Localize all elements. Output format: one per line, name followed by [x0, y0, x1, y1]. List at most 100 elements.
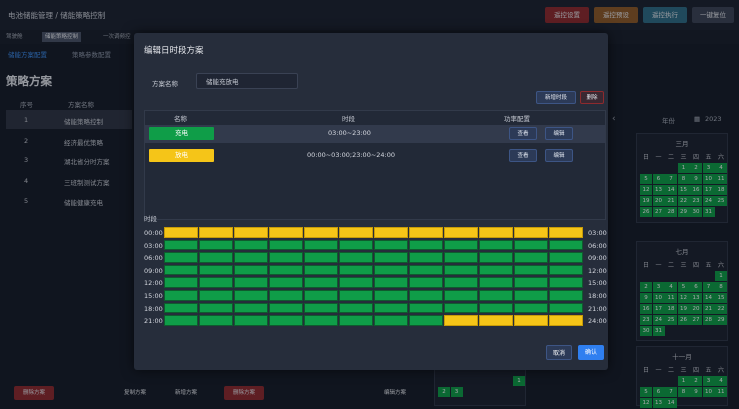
- calendar-day[interactable]: 1: [715, 271, 727, 281]
- grid-cell[interactable]: [339, 239, 373, 251]
- grid-cell[interactable]: [164, 239, 198, 251]
- grid-cell[interactable]: [514, 302, 548, 314]
- calendar-day[interactable]: 11: [715, 387, 727, 397]
- calendar-day[interactable]: 30: [690, 207, 702, 217]
- grid-cell[interactable]: [479, 227, 513, 238]
- grid-cell[interactable]: [514, 315, 548, 326]
- calendar-day[interactable]: 31: [702, 207, 715, 217]
- calendar-day[interactable]: 3: [702, 376, 715, 386]
- calendar-day[interactable]: 24: [652, 315, 665, 325]
- grid-cell[interactable]: [409, 252, 443, 263]
- calendar-day[interactable]: 7: [665, 387, 677, 397]
- calendar-day[interactable]: 24: [702, 196, 715, 206]
- grid-cell[interactable]: [479, 302, 513, 314]
- calendar-day[interactable]: 2: [690, 376, 702, 386]
- grid-cell[interactable]: [234, 302, 268, 314]
- calendar-day[interactable]: 20: [690, 304, 702, 314]
- calendar-day[interactable]: 3: [450, 387, 463, 397]
- calendar-day[interactable]: 9: [640, 293, 652, 303]
- grid-cell[interactable]: [339, 315, 373, 326]
- calendar-day[interactable]: 28: [702, 315, 715, 325]
- calendar-day[interactable]: 10: [702, 387, 715, 397]
- calendar-day[interactable]: 1: [513, 376, 525, 386]
- grid-cell[interactable]: [409, 227, 443, 238]
- calendar-day[interactable]: 21: [665, 196, 677, 206]
- grid-cell[interactable]: [199, 302, 233, 314]
- grid-cell[interactable]: [444, 277, 478, 288]
- grid-cell[interactable]: [374, 227, 408, 238]
- calendar-day[interactable]: 18: [715, 185, 727, 195]
- grid-cell[interactable]: [199, 239, 233, 251]
- calendar-day[interactable]: 14: [702, 293, 715, 303]
- calendar-day[interactable]: 1: [677, 163, 690, 173]
- grid-cell[interactable]: [304, 290, 338, 301]
- grid-cell[interactable]: [164, 227, 198, 238]
- calendar-day[interactable]: 12: [677, 293, 690, 303]
- calendar-day[interactable]: 7: [702, 282, 715, 292]
- calendar-day[interactable]: 5: [640, 387, 652, 397]
- calendar-day[interactable]: 4: [665, 282, 677, 292]
- table-row[interactable]: 充电 03:00~23:00 查看 编辑: [145, 125, 605, 143]
- calendar-day[interactable]: 22: [715, 304, 727, 314]
- calendar-day[interactable]: 21: [702, 304, 715, 314]
- calendar-day[interactable]: 31: [652, 326, 665, 336]
- grid-cell[interactable]: [409, 302, 443, 314]
- grid-cell[interactable]: [549, 277, 583, 288]
- grid-cell[interactable]: [514, 239, 548, 251]
- calendar-day[interactable]: 2: [690, 163, 702, 173]
- grid-cell[interactable]: [479, 315, 513, 326]
- calendar-day[interactable]: 13: [690, 293, 702, 303]
- calendar-day[interactable]: 18: [665, 304, 677, 314]
- grid-cell[interactable]: [444, 302, 478, 314]
- grid-cell[interactable]: [374, 239, 408, 251]
- grid-cell[interactable]: [164, 252, 198, 263]
- grid-cell[interactable]: [409, 277, 443, 288]
- calendar-day[interactable]: 26: [640, 207, 652, 217]
- grid-cell[interactable]: [269, 239, 303, 251]
- grid-cell[interactable]: [269, 264, 303, 276]
- grid-cell[interactable]: [164, 264, 198, 276]
- edit-button[interactable]: 编辑: [545, 149, 573, 162]
- calendar-day[interactable]: 9: [690, 174, 702, 184]
- calendar-day[interactable]: 1: [677, 376, 690, 386]
- grid-cell[interactable]: [514, 277, 548, 288]
- calendar-day[interactable]: 9: [690, 387, 702, 397]
- grid-cell[interactable]: [199, 315, 233, 326]
- add-period-button[interactable]: 新增时段: [536, 91, 576, 104]
- grid-cell[interactable]: [374, 290, 408, 301]
- calendar-day[interactable]: 4: [715, 376, 727, 386]
- edit-button[interactable]: 编辑: [545, 127, 573, 140]
- delete-button[interactable]: 删除: [580, 91, 604, 104]
- grid-cell[interactable]: [234, 277, 268, 288]
- calendar-day[interactable]: 2: [438, 387, 450, 397]
- grid-cell[interactable]: [304, 264, 338, 276]
- calendar-day[interactable]: 5: [640, 174, 652, 184]
- calendar-day[interactable]: 10: [652, 293, 665, 303]
- grid-cell[interactable]: [339, 302, 373, 314]
- grid-cell[interactable]: [304, 239, 338, 251]
- grid-cell[interactable]: [444, 252, 478, 263]
- cancel-button[interactable]: 取消: [546, 345, 572, 360]
- calendar-day[interactable]: 15: [677, 185, 690, 195]
- view-button[interactable]: 查看: [509, 127, 537, 140]
- calendar-day[interactable]: 20: [652, 196, 665, 206]
- grid-cell[interactable]: [479, 239, 513, 251]
- list-item[interactable]: 5 储能健康充电: [24, 197, 103, 207]
- calendar-day[interactable]: 13: [652, 185, 665, 195]
- grid-cell[interactable]: [374, 302, 408, 314]
- calendar-day[interactable]: 25: [715, 196, 727, 206]
- table-row[interactable]: 放电 00:00~03:00;23:00~24:00 查看 编辑: [145, 147, 605, 165]
- calendar-day[interactable]: 14: [665, 185, 677, 195]
- subtab-param-config[interactable]: 策略参数配置: [72, 51, 111, 59]
- calendar-day[interactable]: 28: [665, 207, 677, 217]
- grid-cell[interactable]: [304, 302, 338, 314]
- grid-cell[interactable]: [549, 239, 583, 251]
- grid-cell[interactable]: [549, 252, 583, 263]
- grid-cell[interactable]: [409, 315, 443, 326]
- grid-cell[interactable]: [409, 264, 443, 276]
- grid-cell[interactable]: [444, 264, 478, 276]
- delete-plan-button-2[interactable]: 删除方案: [224, 386, 264, 400]
- grid-cell[interactable]: [234, 315, 268, 326]
- grid-cell[interactable]: [304, 315, 338, 326]
- grid-cell[interactable]: [409, 239, 443, 251]
